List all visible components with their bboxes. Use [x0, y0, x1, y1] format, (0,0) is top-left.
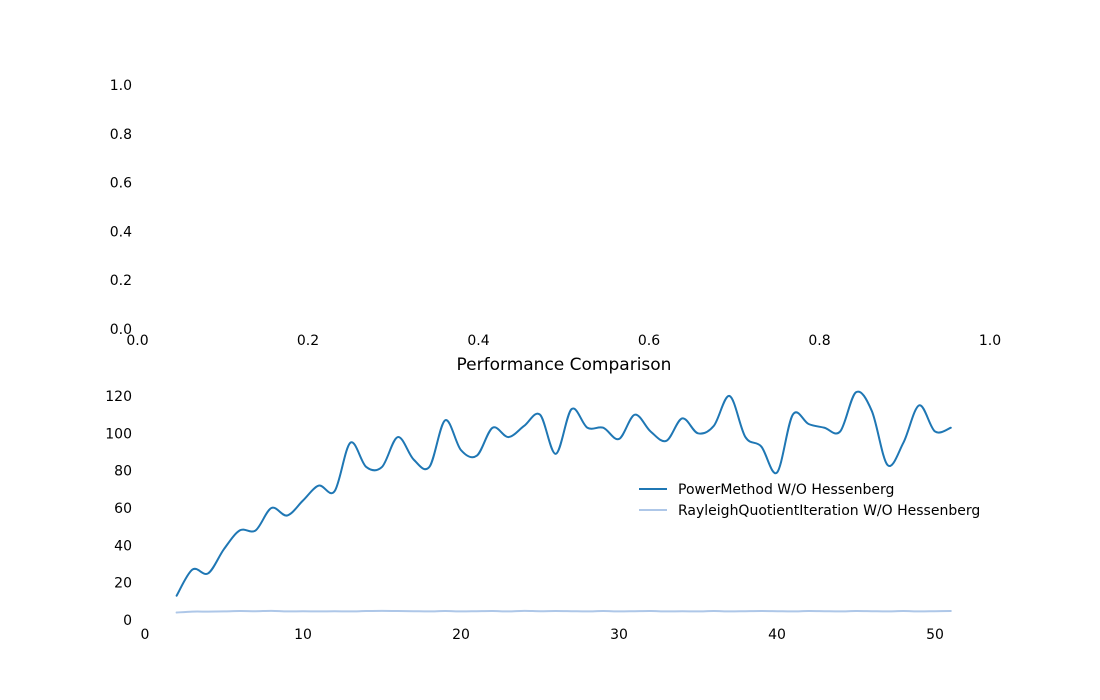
- x-tick-label: 10: [294, 627, 312, 643]
- x-tick-label: 0.8: [808, 333, 830, 349]
- x-tick-label: 0.0: [126, 333, 148, 349]
- y-tick-label: 0.2: [110, 273, 132, 289]
- x-tick-label: 20: [452, 627, 470, 643]
- legend: PowerMethod W/O Hessenberg RayleighQuotie…: [639, 482, 980, 519]
- chart-title: Performance Comparison: [457, 355, 672, 375]
- y-tick-label: 20: [114, 576, 132, 592]
- y-tick-label: 0.6: [110, 176, 132, 192]
- x-tick-label: 0.4: [467, 333, 489, 349]
- y-tick-label: 0.8: [110, 127, 132, 143]
- x-tick-label: 50: [926, 627, 944, 643]
- y-tick-label: 80: [114, 464, 132, 480]
- bottom-axes: Performance Comparison 0 20 40 60 80 100 120 0 10…: [105, 355, 980, 643]
- x-tick-label: 0.2: [297, 333, 319, 349]
- legend-label: PowerMethod W/O Hessenberg: [678, 482, 894, 498]
- x-tick-label: 1.0: [979, 333, 1001, 349]
- x-tick-label: 0: [141, 627, 150, 643]
- y-tick-label: 100: [105, 426, 132, 442]
- y-tick-label: 1.0: [110, 78, 132, 94]
- legend-label: RayleighQuotientIteration W/O Hessenberg: [678, 503, 980, 519]
- series-line-1: [175, 609, 952, 614]
- y-tick-label: 120: [105, 389, 132, 405]
- y-tick-label: 0.0: [110, 322, 132, 338]
- x-tick-label: 0.6: [638, 333, 660, 349]
- y-tick-label: 0.4: [110, 224, 132, 240]
- y-tick-label: 60: [114, 501, 132, 517]
- y-tick-label: 0: [123, 613, 132, 629]
- x-tick-label: 40: [768, 627, 786, 643]
- top-axes: 0.0 0.2 0.4 0.6 0.8 1.0 0.0 0.2 0.4 0.6 0.8 1.0: [110, 78, 1001, 349]
- series-line-0: [175, 390, 952, 597]
- y-tick-label: 40: [114, 538, 132, 554]
- x-tick-label: 30: [610, 627, 628, 643]
